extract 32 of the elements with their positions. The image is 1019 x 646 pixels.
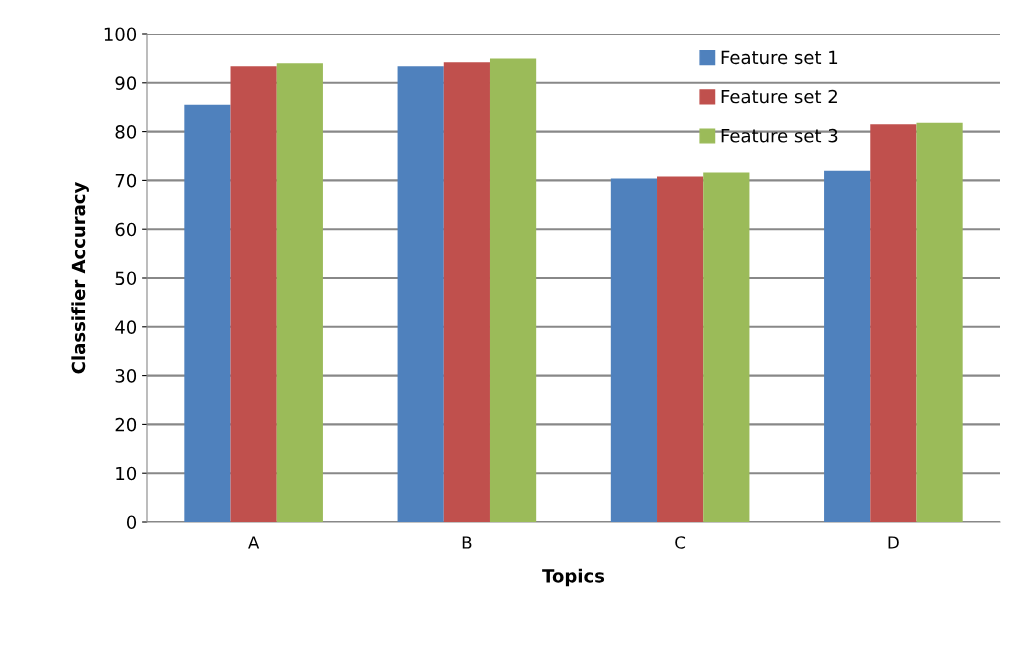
y-tick-label: 30 <box>115 369 137 383</box>
y-tick-label: 10 <box>116 466 137 481</box>
y-tick-label: 100 <box>104 27 137 42</box>
y-tick-label: 70 <box>115 173 137 188</box>
bar <box>443 62 490 522</box>
x-tick-label: B <box>462 536 472 549</box>
bar <box>489 58 537 522</box>
y-tick-label: 90 <box>115 76 137 90</box>
bar <box>184 104 231 522</box>
y-tick-label: 20 <box>115 417 137 432</box>
y-tick-label: 80 <box>115 125 137 139</box>
bar <box>397 66 444 522</box>
bar <box>870 124 917 522</box>
bar <box>610 178 658 522</box>
bar <box>703 172 750 522</box>
bar <box>824 170 871 522</box>
y-tick-label: 0 <box>126 515 137 530</box>
y-tick-label: 50 <box>115 271 137 286</box>
x-tick-label: C <box>675 536 686 549</box>
bar <box>657 176 704 522</box>
bar <box>276 63 323 522</box>
legend-label: Feature set 2 <box>721 89 837 104</box>
legend-label: Feature set 3 <box>721 128 838 143</box>
bar <box>230 66 277 522</box>
x-tick-label: A <box>248 536 260 549</box>
y-tick-label: 60 <box>115 222 137 237</box>
bar <box>916 122 963 522</box>
y-tick-label: 40 <box>115 320 137 334</box>
x-axis-title: Topics <box>542 568 605 587</box>
x-tick-label: D <box>888 536 899 549</box>
y-axis-title: Classifier Accuracy <box>71 182 89 374</box>
legend-label: Feature set 1 <box>721 50 838 65</box>
